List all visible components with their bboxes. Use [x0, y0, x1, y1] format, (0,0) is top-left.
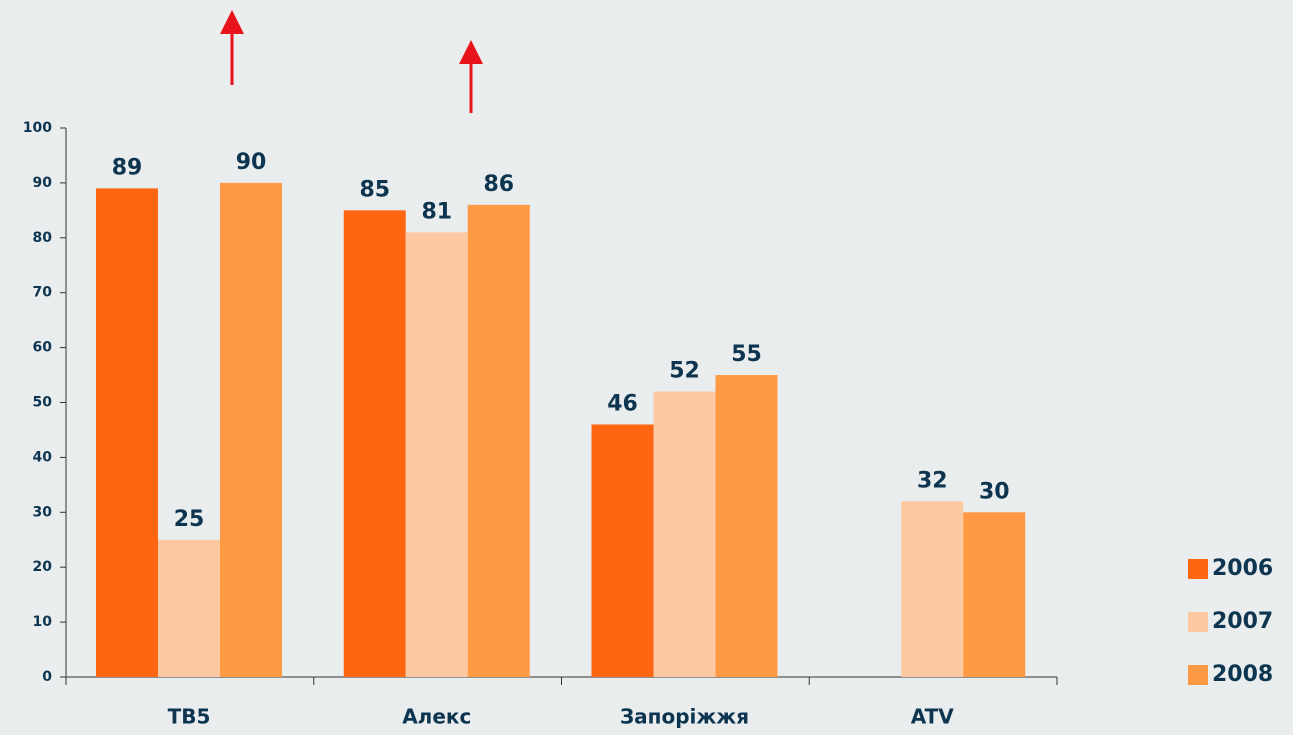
value-label: 86 [483, 172, 514, 197]
value-label: 85 [359, 177, 390, 202]
y-tick-label: 20 [33, 559, 53, 575]
y-tick-label: 30 [33, 504, 53, 520]
x-tick-label: Алекс [402, 705, 471, 729]
bar [653, 391, 716, 677]
arrow-head [459, 40, 483, 64]
arrow-head [220, 10, 244, 34]
bar [220, 182, 282, 677]
value-label: 52 [669, 359, 700, 384]
y-tick-label: 50 [33, 395, 53, 411]
x-tick-label: Запоріжжя [620, 705, 749, 729]
legend-label: 2007 [1212, 609, 1273, 634]
bar [405, 232, 468, 677]
x-tick-label: ATV [911, 705, 955, 729]
legend-swatch [1188, 612, 1208, 632]
y-tick-label: 60 [33, 340, 53, 356]
y-tick-label: 90 [33, 175, 53, 191]
legend-label: 2008 [1212, 662, 1273, 687]
value-label: 32 [917, 468, 948, 493]
value-label: 30 [979, 479, 1010, 504]
x-tick-label: ТВ5 [168, 705, 211, 729]
y-tick-label: 40 [33, 449, 53, 465]
y-tick-label: 80 [33, 230, 53, 246]
value-label: 25 [174, 507, 205, 532]
y-tick-label: 10 [33, 614, 53, 630]
bar [715, 375, 778, 677]
y-tick-label: 70 [33, 285, 53, 301]
value-label: 81 [421, 199, 452, 224]
bar [591, 424, 654, 677]
bar [467, 204, 530, 678]
y-tick-label: 100 [23, 120, 52, 136]
bar [963, 512, 1026, 677]
legend-swatch [1188, 559, 1208, 579]
value-label: 89 [112, 155, 143, 180]
bar [96, 188, 158, 677]
y-tick-label: 0 [42, 669, 52, 685]
value-label: 46 [607, 391, 638, 416]
bar [901, 501, 964, 677]
legend-swatch [1188, 665, 1208, 685]
bar [343, 210, 406, 677]
value-label: 55 [731, 342, 762, 367]
legend-label: 2006 [1212, 556, 1273, 581]
value-label: 90 [236, 150, 267, 175]
bar [158, 539, 220, 677]
annotation-arrows [220, 10, 483, 113]
